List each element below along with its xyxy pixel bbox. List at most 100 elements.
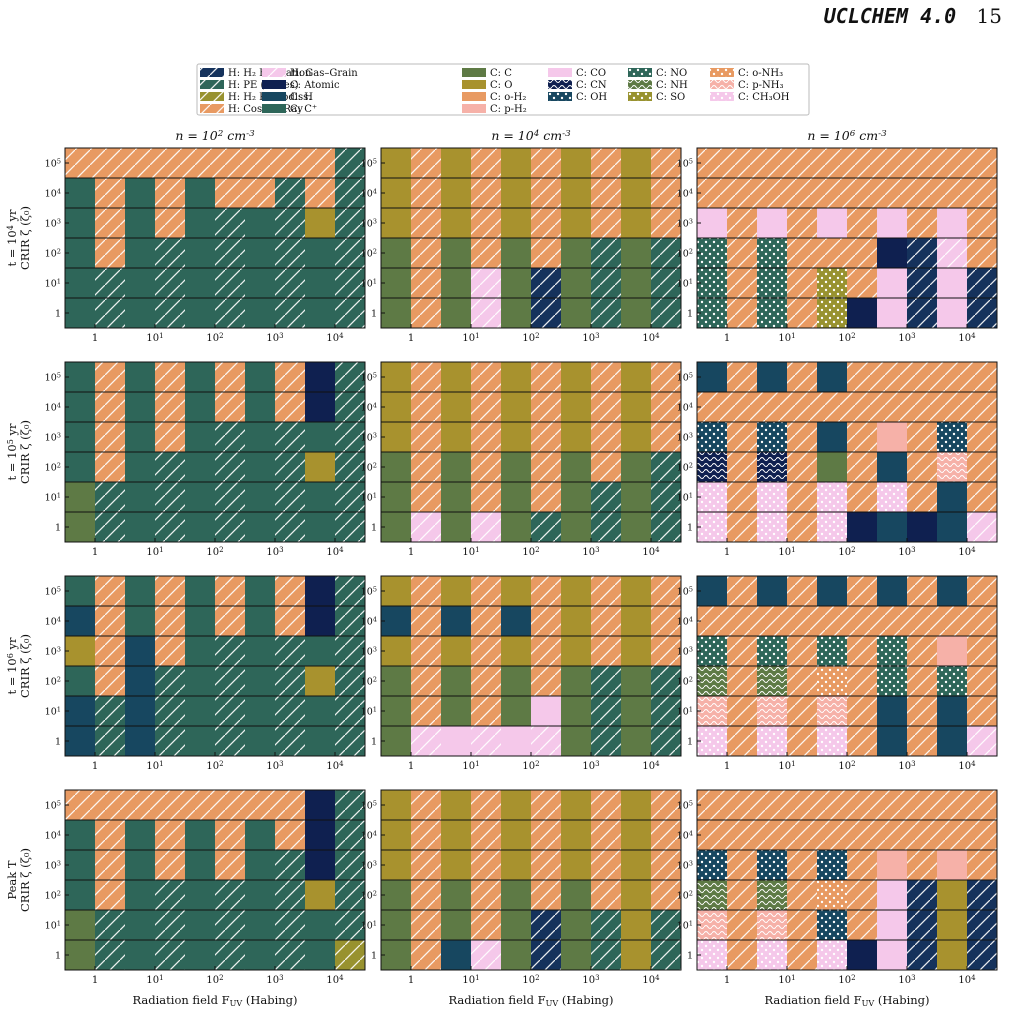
- heatmap-cell: [651, 268, 682, 299]
- heatmap-cell: [305, 392, 336, 423]
- heatmap-cell: [937, 666, 968, 697]
- legend-item: C: NO: [628, 68, 687, 79]
- legend-item: C: OH: [548, 92, 607, 103]
- heatmap-cell: [531, 606, 562, 637]
- heatmap-cell: [65, 880, 96, 911]
- heatmap-cell: [907, 392, 938, 423]
- heatmap-cell: [727, 238, 758, 269]
- heatmap-cell: [847, 208, 878, 239]
- heatmap-cell: [65, 726, 96, 757]
- legend-item: C: CO: [548, 68, 606, 79]
- row-label: t = 105 yr: [5, 423, 19, 480]
- y-tick-label: 101: [677, 492, 693, 504]
- heatmap-cell: [215, 178, 246, 209]
- heatmap-cell: [727, 268, 758, 299]
- heatmap-cell: [967, 666, 998, 697]
- heatmap-cell: [501, 148, 532, 179]
- heatmap-cell: [95, 268, 126, 299]
- heatmap-cell: [95, 238, 126, 269]
- heatmap-cell: [591, 208, 622, 239]
- heatmap-cell: [381, 208, 412, 239]
- heatmap-cell: [727, 178, 758, 209]
- heatmap-cell: [125, 392, 156, 423]
- heatmap-panel: 1 101 102 103 104 1 101 102 103 104 105: [45, 147, 366, 344]
- heatmap-cell: [441, 636, 472, 667]
- heatmap-cell: [125, 422, 156, 453]
- y-tick-label: 104: [677, 830, 693, 842]
- heatmap-cell: [65, 148, 96, 179]
- x-tick-label: 103: [266, 760, 283, 772]
- heatmap-cell: [727, 790, 758, 821]
- heatmap-cell: [65, 178, 96, 209]
- heatmap-cell: [787, 178, 818, 209]
- x-tick-label: 1: [724, 975, 730, 986]
- heatmap-cell: [155, 238, 186, 269]
- heatmap-cell: [847, 512, 878, 543]
- x-tick-label: 101: [146, 974, 163, 986]
- heatmap-cell: [697, 178, 728, 209]
- x-tick-label: 1: [92, 761, 98, 772]
- heatmap-cell: [591, 452, 622, 483]
- heatmap-cell: [95, 940, 126, 971]
- heatmap-cell: [651, 482, 682, 513]
- heatmap-cell: [591, 850, 622, 881]
- heatmap-cell: [125, 148, 156, 179]
- heatmap-cell: [847, 238, 878, 269]
- heatmap-cell: [245, 238, 276, 269]
- x-tick-label: 1: [408, 333, 414, 344]
- heatmap-cell: [215, 790, 246, 821]
- heatmap-cell: [907, 422, 938, 453]
- heatmap-cell: [471, 726, 502, 757]
- heatmap-cell: [757, 910, 788, 941]
- y-tick-label: 105: [45, 372, 61, 384]
- heatmap-cell: [185, 636, 216, 667]
- heatmap-cell: [411, 606, 442, 637]
- y-tick-label: 105: [677, 586, 693, 598]
- x-tick-label: 101: [146, 760, 163, 772]
- x-tick-label: 1: [408, 761, 414, 772]
- heatmap-cell: [561, 820, 592, 851]
- heatmap-cell: [787, 850, 818, 881]
- heatmap-cell: [501, 880, 532, 911]
- heatmap-cell: [531, 362, 562, 393]
- heatmap-cell: [95, 422, 126, 453]
- x-tick-label: 103: [582, 546, 599, 558]
- heatmap-cell: [471, 178, 502, 209]
- heatmap-cell: [441, 790, 472, 821]
- heatmap-cell: [757, 636, 788, 667]
- y-tick-label: 105: [361, 158, 377, 170]
- heatmap-cell: [697, 392, 728, 423]
- heatmap-cell: [697, 148, 728, 179]
- heatmap-cell: [967, 268, 998, 299]
- heatmap-cell: [245, 208, 276, 239]
- heatmap-cell: [591, 482, 622, 513]
- x-tick-label: 1: [724, 333, 730, 344]
- heatmap-cell: [381, 392, 412, 423]
- y-tick-label: 1: [687, 951, 693, 962]
- heatmap-cell: [937, 268, 968, 299]
- heatmap-cell: [305, 850, 336, 881]
- heatmap-cell: [381, 820, 412, 851]
- heatmap-cell: [335, 880, 366, 911]
- legend-swatch: [548, 68, 572, 77]
- heatmap-cell: [125, 576, 156, 607]
- y-tick-label: 101: [677, 920, 693, 932]
- heatmap-cell: [937, 238, 968, 269]
- heatmap-cell: [275, 696, 306, 727]
- heatmap-cell: [441, 208, 472, 239]
- heatmap-cell: [411, 666, 442, 697]
- heatmap-cell: [937, 576, 968, 607]
- heatmap-cell: [877, 606, 908, 637]
- y-tick-label: 1: [371, 523, 377, 534]
- heatmap-cell: [967, 576, 998, 607]
- heatmap-cell: [245, 452, 276, 483]
- heatmap-cell: [65, 298, 96, 329]
- heatmap-cell: [907, 362, 938, 393]
- y-tick-label: 103: [361, 432, 377, 444]
- heatmap-cell: [561, 268, 592, 299]
- heatmap-cell: [817, 178, 848, 209]
- heatmap-cell: [561, 512, 592, 543]
- heatmap-cell: [787, 482, 818, 513]
- heatmap-cell: [381, 178, 412, 209]
- heatmap-cell: [305, 666, 336, 697]
